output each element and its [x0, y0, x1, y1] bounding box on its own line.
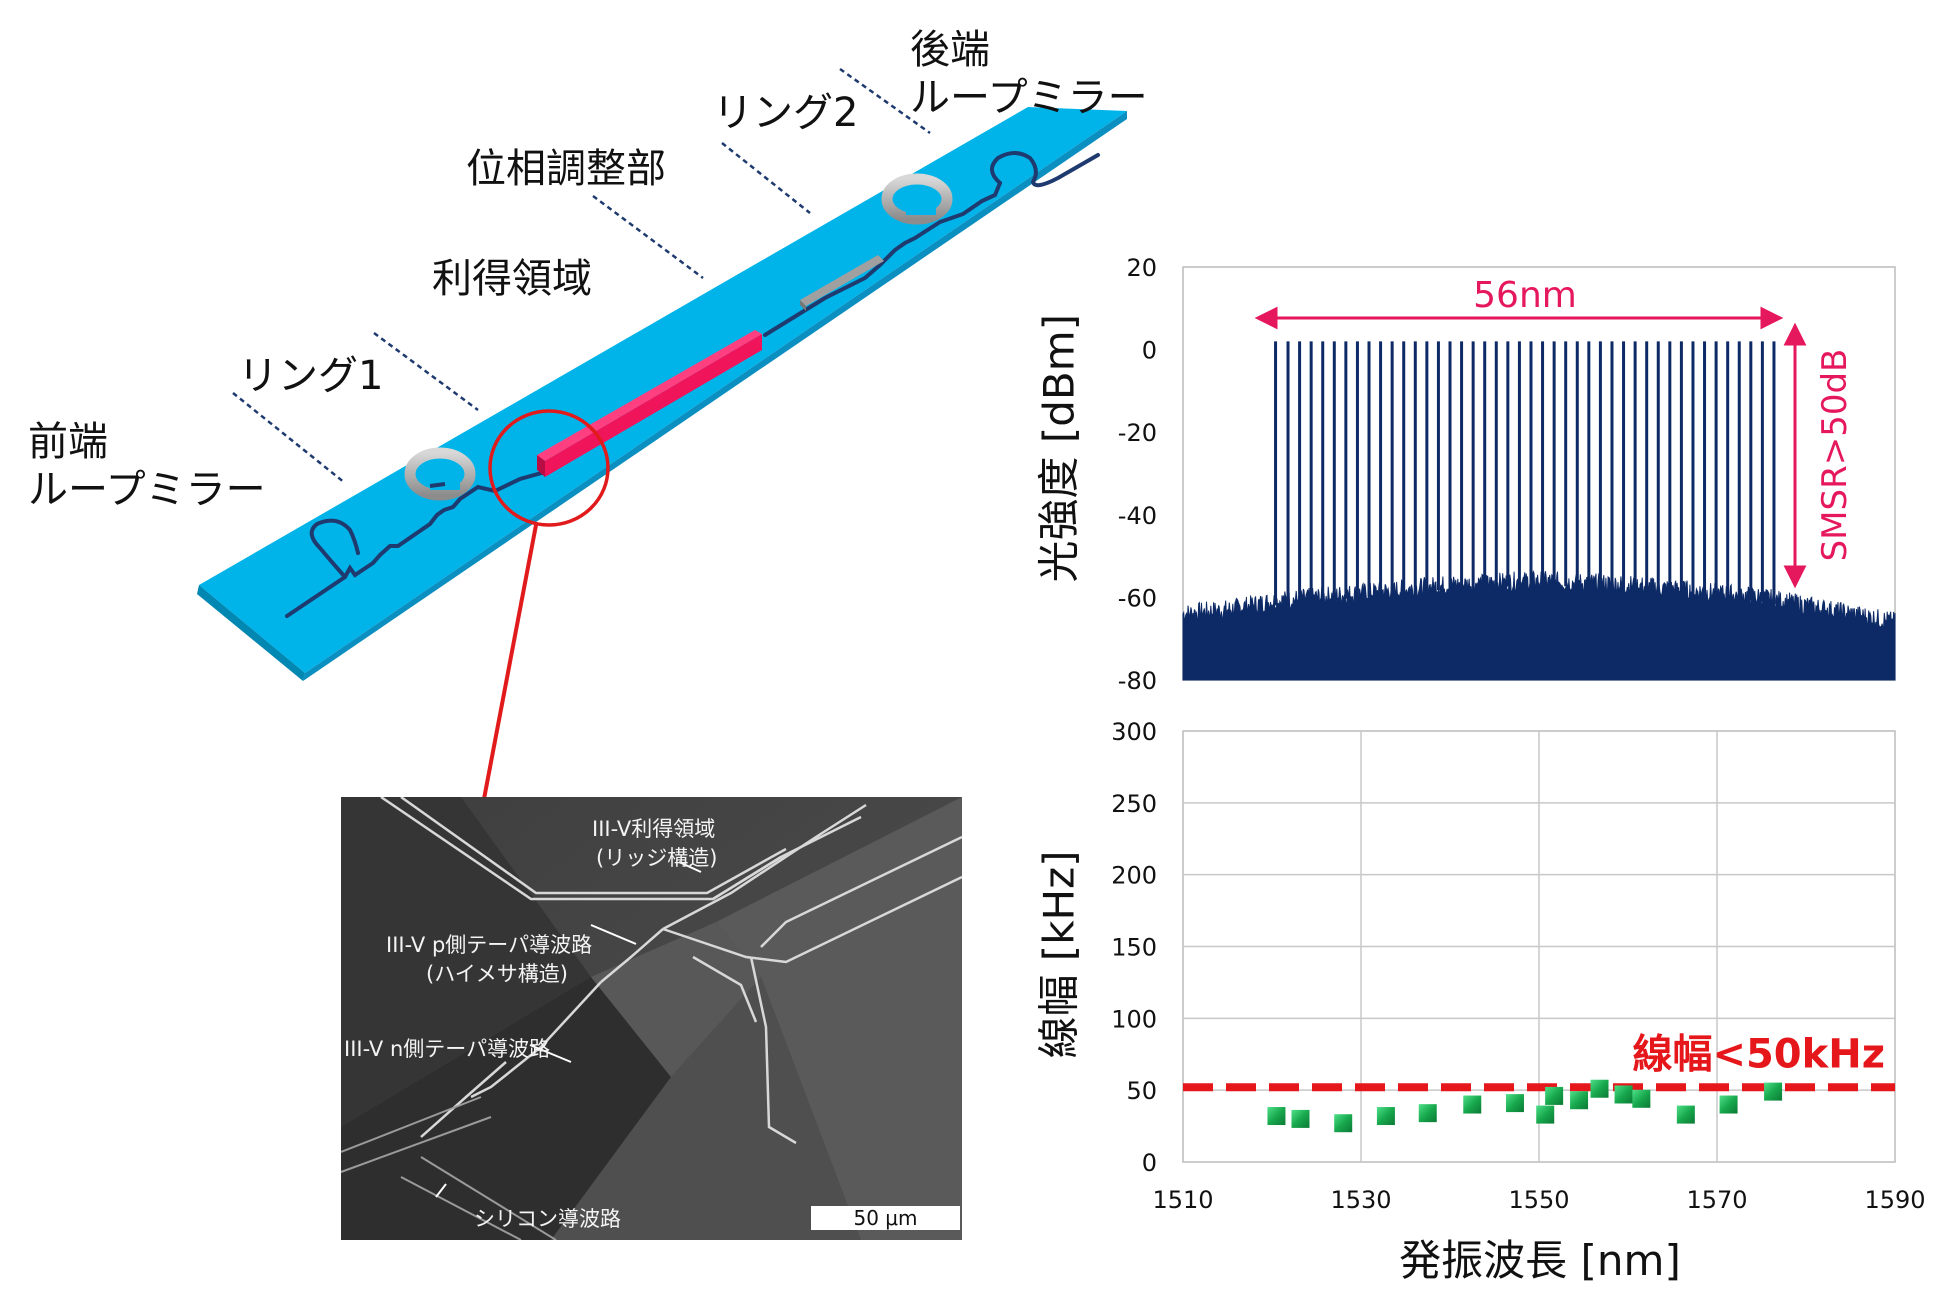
sem-label-gain-2: (リッジ構造) — [596, 846, 718, 871]
label-ring1: リング1 — [238, 353, 384, 399]
linewidth-xlabel: 発振波長 [nm] — [1399, 1236, 1681, 1285]
phase-tuner — [800, 255, 884, 306]
label-gain: 利得領域 — [432, 256, 592, 302]
sem-label-ptaper: III-V p側テーパ導波路 (ハイメサ構造) — [386, 931, 592, 990]
substrate-edge — [197, 585, 305, 681]
sem-label-gain: III-V利得領域 (リッジ構造) — [592, 815, 717, 874]
label-phase: 位相調整部 — [466, 146, 666, 192]
leader-lines — [232, 67, 931, 484]
zoom-callout-circle — [488, 409, 610, 527]
label-rear-mirror: 後端 ループミラー — [910, 26, 1148, 122]
label-front-mirror-line1: 前端 — [28, 419, 108, 465]
sem-label-gain-1: III-V利得領域 — [592, 817, 716, 841]
ring1-element — [404, 447, 476, 501]
sem-label-ptaper-2: (ハイメサ構造) — [426, 962, 568, 987]
spectrum-ylabel: 光強度 [dBm] — [1034, 313, 1084, 583]
waveguide — [285, 151, 1100, 618]
sem-scale-bar: 50 μm — [811, 1206, 960, 1230]
sem-label-ntaper: III-V n側テーパ導波路 — [344, 1037, 551, 1061]
sem-image — [341, 797, 962, 1240]
sem-label-silicon: シリコン導波路 — [474, 1207, 621, 1231]
label-rear-mirror-line2: ループミラー — [910, 75, 1148, 121]
label-front-mirror-line2: ループミラー — [28, 467, 266, 513]
ring2-element — [881, 173, 953, 225]
sem-label-ptaper-1: III-V p側テーパ導波路 — [386, 933, 593, 957]
label-rear-mirror-line1: 後端 — [910, 27, 990, 73]
label-ring2: リング2 — [713, 90, 859, 136]
linewidth-ylabel: 線幅 [kHz] — [1034, 850, 1084, 1059]
substrate-edge-front — [303, 111, 1127, 681]
zoom-callout-arrow — [478, 524, 538, 821]
label-front-mirror: 前端 ループミラー — [28, 418, 266, 514]
